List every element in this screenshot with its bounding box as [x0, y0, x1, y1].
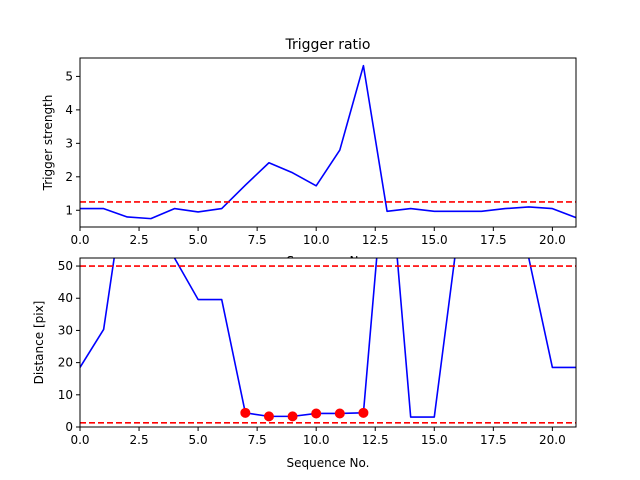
bottom-x-tick-label: 12.5 — [362, 433, 389, 447]
top-x-tick-label: 15.0 — [421, 233, 448, 247]
top-y-tick-label: 1 — [65, 203, 73, 217]
bottom-y-axis-label: Distance [pix] — [32, 301, 46, 385]
bottom-data-point-marker — [263, 411, 274, 422]
top-series-line — [80, 64, 576, 220]
bottom-y-tick-label: 10 — [58, 388, 73, 402]
bottom-x-tick-label: 0.0 — [70, 433, 89, 447]
bottom-y-tick-label: 20 — [58, 356, 73, 370]
top-x-tick-label: 20.0 — [539, 233, 566, 247]
bottom-data-point-marker — [287, 411, 298, 422]
top-x-tick-label: 5.0 — [189, 233, 208, 247]
bottom-x-tick-label: 5.0 — [189, 433, 208, 447]
top-y-tick-label: 5 — [65, 69, 73, 83]
top-x-tick-label: 2.5 — [130, 233, 149, 247]
top-y-tick-label: 4 — [65, 103, 73, 117]
bottom-y-tick-label: 30 — [58, 323, 73, 337]
bottom-x-tick-label: 10.0 — [303, 433, 330, 447]
top-x-tick-label: 12.5 — [362, 233, 389, 247]
bottom-x-tick-label: 20.0 — [539, 433, 566, 447]
bottom-data-point-marker — [240, 407, 251, 418]
bottom-data-point-marker — [358, 407, 369, 418]
bottom-x-tick-label: 2.5 — [130, 433, 149, 447]
bottom-data-point-marker — [334, 408, 345, 419]
bottom-data-point-marker — [311, 408, 322, 419]
chart-title: Trigger ratio — [284, 37, 370, 53]
bottom-x-tick-label: 17.5 — [480, 433, 507, 447]
bottom-y-tick-label: 0 — [65, 420, 73, 434]
top-y-tick-label: 3 — [65, 136, 73, 150]
top-y-axis-label: Trigger strength — [41, 95, 55, 192]
top-x-tick-label: 0.0 — [70, 233, 89, 247]
top-x-tick-label: 17.5 — [480, 233, 507, 247]
top-axes-frame — [79, 57, 577, 228]
bottom-axes-background — [80, 258, 576, 427]
top-x-tick-label: 7.5 — [248, 233, 267, 247]
bottom-plot-area — [80, 258, 576, 424]
bottom-series-line — [80, 258, 576, 418]
bottom-x-tick-label: 7.5 — [248, 433, 267, 447]
top-y-tick-label: 2 — [65, 170, 73, 184]
top-plot-area — [80, 64, 576, 220]
bottom-y-tick-label: 40 — [58, 291, 73, 305]
bottom-x-tick-label: 15.0 — [421, 433, 448, 447]
top-x-tick-label: 10.0 — [303, 233, 330, 247]
bottom-y-tick-label: 50 — [58, 259, 73, 273]
bottom-axes-frame — [79, 257, 577, 428]
bottom-x-axis-label: Sequence No. — [287, 456, 370, 470]
